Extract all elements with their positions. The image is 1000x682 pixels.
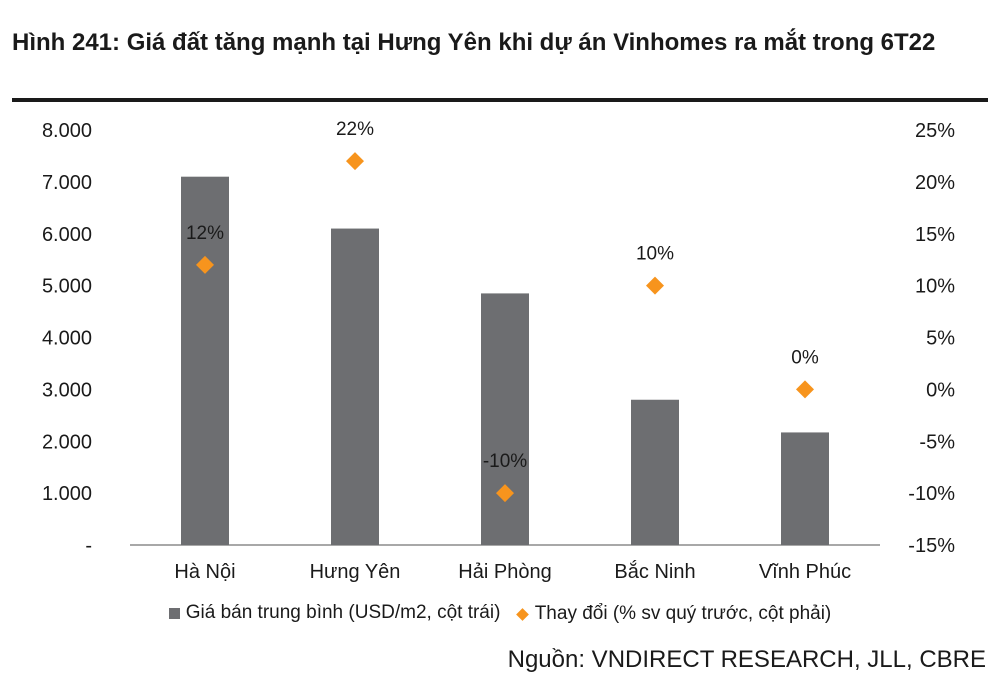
legend-item-marker: Thay đổi (% sv quý trước, cột phải) [515, 603, 832, 625]
chart-title: Hình 241: Giá đất tăng mạnh tại Hưng Yên… [12, 29, 936, 56]
y-left-tick-label: 8.000 [42, 120, 92, 142]
y-right-tick-label: -15% [908, 535, 955, 557]
y-right-tick-label: -10% [908, 483, 955, 505]
y-left-tick-label: 3.000 [42, 379, 92, 401]
x-category-label: Hà Nội [174, 561, 235, 583]
x-category-label: Bắc Ninh [614, 560, 695, 583]
x-category-label: Vĩnh Phúc [759, 561, 851, 583]
y-right-tick-label: 10% [915, 276, 955, 298]
data-label: 22% [336, 119, 374, 140]
legend-diamond-swatch [515, 607, 529, 621]
source-note: Nguồn: VNDIRECT RESEARCH, JLL, CBRE [507, 646, 986, 673]
data-label: 10% [636, 244, 674, 265]
bar [781, 432, 829, 545]
combo-chart: - 1.000 2.000 3.000 4.000 5.000 6.000 7.000 8.00… [42, 119, 955, 583]
legend-item-bar: Giá bán trung bình (USD/m2, cột trái) [168, 602, 501, 624]
bar [331, 228, 379, 545]
marker-point [496, 484, 514, 503]
legend: Giá bán trung bình (USD/m2, cột trái) Th… [0, 602, 1000, 625]
y-left-tick-label: 4.000 [42, 328, 92, 350]
x-category-label: Hưng Yên [310, 561, 401, 583]
y-right-tick-label: 25% [915, 120, 955, 142]
y-left-tick-label: 5.000 [42, 276, 92, 298]
legend-marker-label: Thay đổi (% sv quý trước, cột phải) [534, 603, 832, 624]
marker-point [646, 276, 664, 295]
marker-point [196, 255, 214, 274]
y-right-tick-label: 15% [915, 224, 955, 246]
y-right-tick-label: 0% [926, 379, 955, 401]
y-left-tick-label: 7.000 [42, 172, 92, 194]
data-label: -10% [483, 451, 527, 472]
x-category-label: Hải Phòng [458, 561, 551, 583]
y-left-tick-label: 1.000 [42, 483, 92, 505]
y-right-tick-label: 20% [915, 172, 955, 194]
title-rule [12, 98, 988, 102]
marker-point [346, 152, 364, 171]
data-label: 12% [186, 223, 224, 244]
bar [181, 176, 229, 545]
y-right-tick-label: 5% [926, 328, 955, 350]
marker-point [796, 380, 814, 399]
bar [631, 399, 679, 545]
legend-bar-swatch [168, 607, 180, 619]
bar [481, 293, 529, 545]
y-left-tick-label: 6.000 [42, 224, 92, 246]
y-right-tick-label: -5% [919, 431, 955, 453]
data-label: 0% [791, 347, 819, 368]
legend-bar-label: Giá bán trung bình (USD/m2, cột trái) [185, 602, 501, 623]
y-left-tick-label: - [85, 535, 92, 557]
y-left-tick-label: 2.000 [42, 431, 92, 453]
